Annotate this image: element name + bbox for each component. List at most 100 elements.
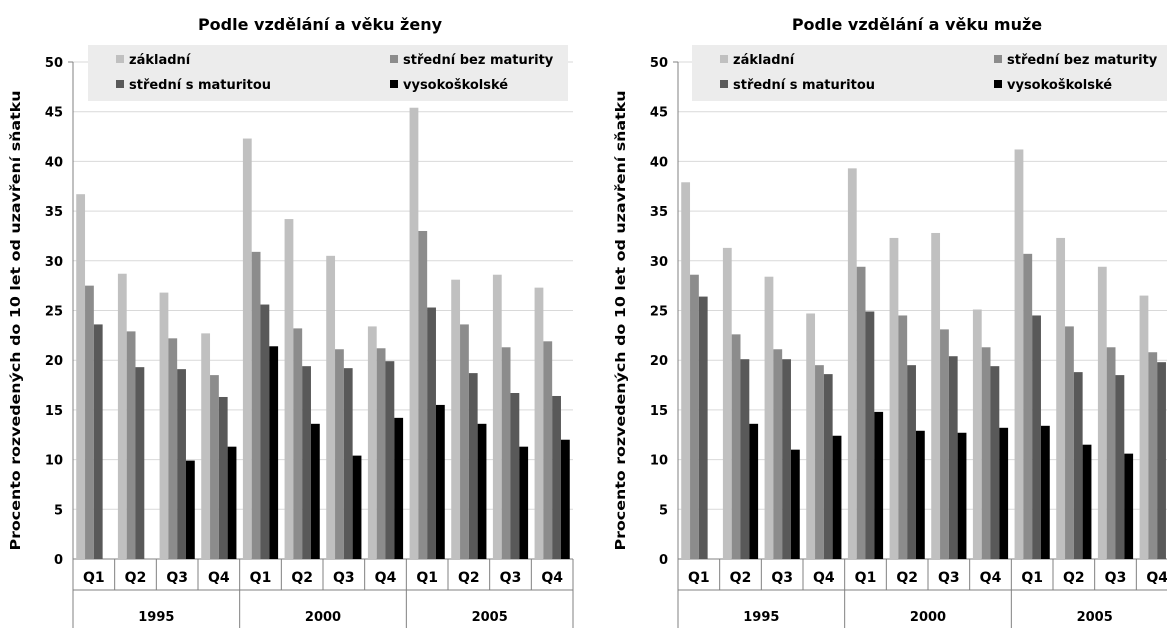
bar-4-q3 (1124, 453, 1134, 559)
bar-2-q2 (1065, 326, 1074, 559)
bar-3-q1 (260, 304, 270, 559)
bar-3-q4 (990, 366, 1000, 559)
bar-4-q3 (352, 455, 362, 559)
bar-3-q4 (1157, 362, 1166, 559)
x-tick-label: Q3 (771, 570, 793, 586)
y-axis-title: Procento rozvedených do 10 let od uzavře… (614, 91, 629, 551)
y-axis-title: Procento rozvedených do 10 let od uzavře… (9, 90, 24, 550)
bar-4-q1 (269, 346, 279, 559)
x-tick-label: Q1 (416, 570, 438, 586)
bar-3-q2 (1073, 372, 1083, 559)
bar-1-q4 (367, 326, 377, 559)
y-tick-label: 45 (45, 106, 63, 121)
bar-4-q2 (1082, 444, 1092, 559)
y-tick-label: 35 (650, 205, 668, 220)
bar-1-q4 (972, 309, 982, 559)
bar-4-q1 (1040, 425, 1050, 559)
bar-3-q2 (302, 366, 311, 559)
y-tick-label: 35 (45, 205, 63, 220)
x-tick-label: Q4 (1146, 570, 1167, 586)
x-tick-label: Q3 (1105, 570, 1127, 586)
y-tick-label: 30 (650, 255, 668, 270)
x-tick-label: Q4 (813, 570, 835, 586)
bar-1-q2 (1056, 237, 1066, 560)
x-group-label: 2000 (305, 610, 341, 625)
y-tick-label: 25 (45, 305, 63, 320)
bar-2-q4 (815, 365, 824, 559)
legend-swatch-4 (390, 80, 398, 88)
bar-1-q3 (931, 232, 941, 559)
x-tick-label: Q2 (291, 570, 313, 586)
legend-swatch-3 (720, 80, 728, 88)
bar-1-q4 (534, 287, 544, 559)
bar-1-q3 (159, 292, 169, 559)
y-tick-label: 15 (650, 404, 668, 419)
bar-3-q1 (427, 307, 436, 559)
x-tick-label: Q4 (375, 570, 397, 586)
bar-3-q4 (823, 374, 833, 559)
x-tick-label: Q4 (208, 570, 230, 586)
y-tick-label: 45 (650, 106, 668, 121)
bar-3-q3 (1115, 375, 1125, 559)
x-tick-label: Q2 (1063, 570, 1085, 586)
bar-2-q4 (376, 348, 386, 559)
bar-3-q1 (93, 324, 103, 559)
bar-2-q3 (773, 349, 783, 559)
bar-1-q1 (242, 138, 252, 559)
bar-1-q3 (326, 255, 336, 559)
y-tick-label: 10 (45, 454, 63, 469)
bar-4-q4 (394, 417, 404, 559)
y-tick-label: 50 (45, 56, 63, 71)
bar-2-q4 (210, 375, 219, 559)
bar-2-q3 (1106, 347, 1116, 559)
bar-3-q3 (948, 356, 958, 559)
bar-4-q1 (435, 404, 445, 559)
bar-2-q2 (460, 324, 469, 559)
y-tick-label: 50 (650, 56, 668, 71)
bar-1-q4 (1139, 295, 1149, 559)
bar-4-q2 (915, 430, 925, 559)
bar-1-q1 (1014, 149, 1024, 560)
bar-3-q4 (552, 395, 561, 559)
bar-4-q4 (560, 439, 570, 559)
chart-title: Podle vzdělání a věku ženy (198, 15, 443, 34)
legend-swatch-2 (994, 55, 1002, 63)
bar-2-q4 (1148, 352, 1158, 559)
legend-label-2: střední bez maturity (1007, 53, 1158, 68)
bar-3-q3 (510, 393, 520, 559)
legend-swatch-3 (116, 80, 124, 88)
bar-4-q4 (999, 427, 1009, 559)
legend-label-3: střední s maturitou (129, 78, 271, 93)
legend-label-4: vysokoškolské (403, 78, 508, 93)
legend-label-4: vysokoškolské (1007, 78, 1112, 93)
bar-1-q2 (722, 247, 732, 560)
y-tick-label: 40 (45, 155, 63, 170)
x-tick-label: Q1 (855, 570, 877, 586)
bar-2-q1 (690, 274, 699, 559)
x-group-label: 2000 (910, 610, 946, 625)
y-tick-label: 5 (54, 503, 63, 518)
x-tick-label: Q2 (125, 570, 147, 586)
bar-1-q3 (764, 276, 774, 559)
bar-3-q3 (177, 369, 186, 559)
bar-3-q1 (1032, 315, 1041, 559)
x-group-label: 1995 (138, 610, 174, 625)
x-tick-label: Q1 (1021, 570, 1043, 586)
legend-box (88, 45, 568, 101)
x-tick-label: Q1 (688, 570, 710, 586)
bar-2-q2 (898, 315, 908, 559)
bar-2-q1 (1023, 253, 1033, 560)
x-tick-label: Q4 (980, 570, 1002, 586)
bar-4-q3 (185, 460, 195, 559)
legend-label-1: základní (129, 53, 192, 68)
x-group-label: 1995 (743, 610, 779, 625)
legend-box (692, 45, 1167, 101)
legend-swatch-1 (116, 55, 124, 63)
y-tick-label: 0 (659, 553, 668, 568)
x-tick-label: Q2 (458, 570, 480, 586)
bar-4-q2 (310, 423, 320, 559)
bar-2-q1 (856, 266, 866, 559)
bar-4-q4 (227, 446, 237, 559)
